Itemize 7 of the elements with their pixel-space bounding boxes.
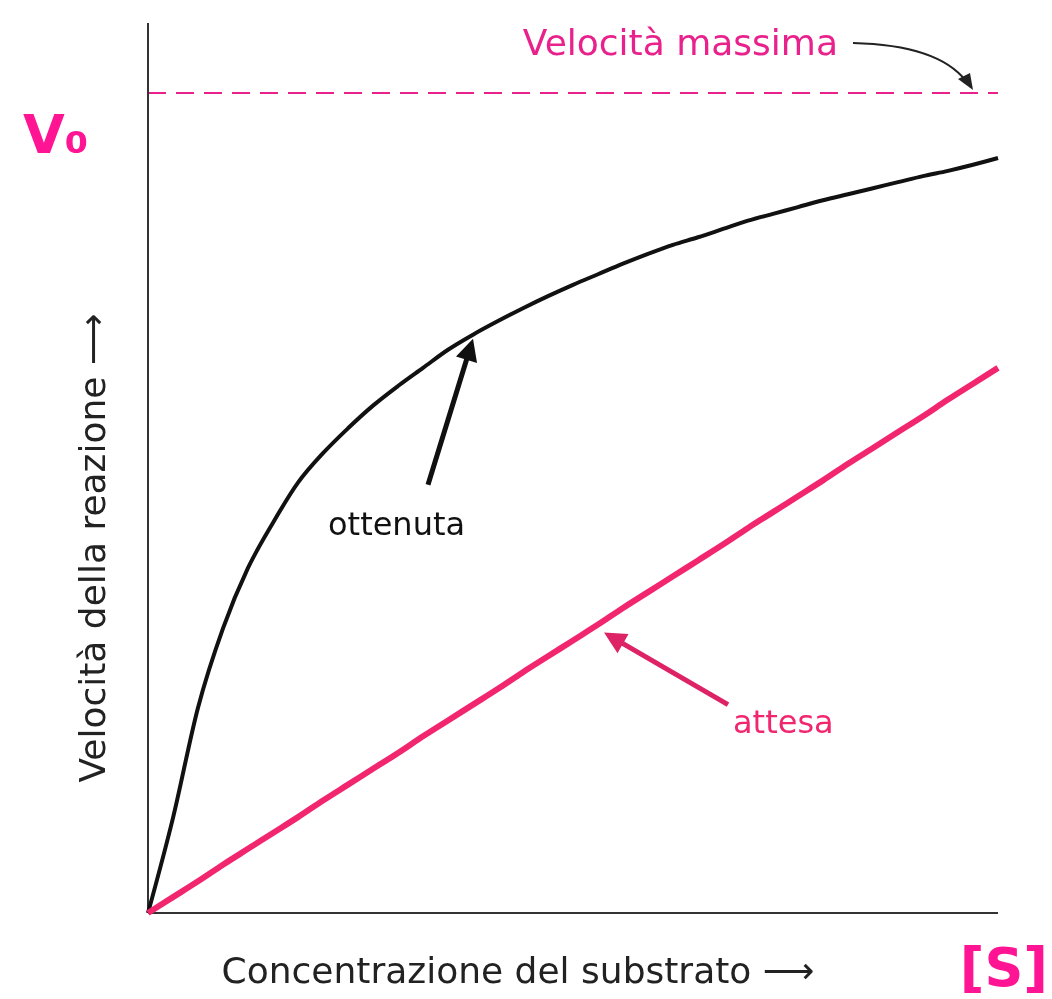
text: V₀ [23,103,89,166]
x-axis-title: Concentrazione del substrato ⟶ [221,950,815,991]
ref-line-label: Velocità massima [522,22,838,64]
text: [S] [959,936,1048,999]
y-axis-title: Velocità della reazione ⟶ [72,313,113,783]
text: attesa [733,702,834,741]
series-label: ottenuta [328,504,466,543]
